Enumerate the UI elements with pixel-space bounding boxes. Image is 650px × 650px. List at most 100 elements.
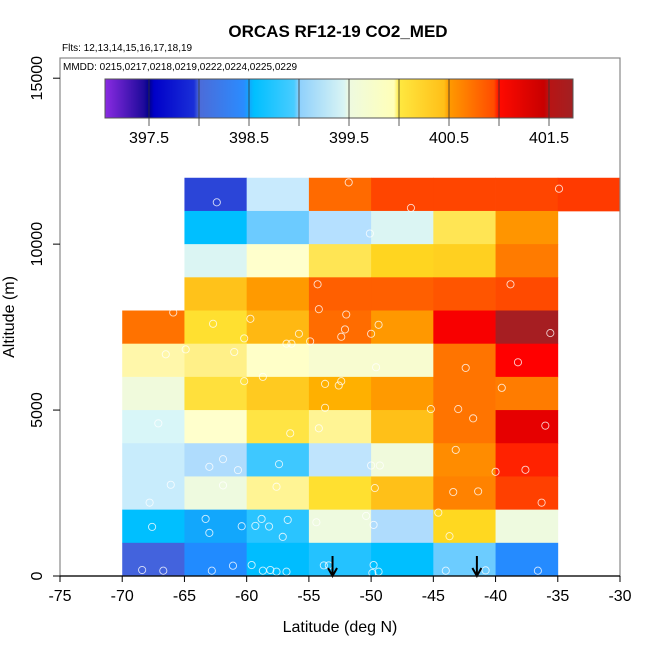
colorbar-tick-label: 398.5	[229, 130, 269, 147]
heatmap-cell	[308, 443, 372, 477]
heatmap-cell	[433, 244, 496, 278]
heatmap-cell	[495, 343, 559, 378]
sample-point	[207, 566, 216, 575]
heatmap-cell	[122, 443, 185, 477]
sample-point	[159, 566, 168, 575]
x-tick-label: -35	[546, 588, 569, 605]
sample-point	[461, 363, 470, 372]
sample-point	[283, 515, 292, 524]
heatmap-cell	[184, 476, 248, 511]
sample-point	[265, 522, 274, 531]
x-tick-label: -30	[608, 588, 631, 605]
heatmap-cell	[246, 410, 310, 444]
colorbar-tick-label: 399.5	[329, 130, 369, 147]
sample-point	[205, 462, 214, 471]
sample-point	[181, 345, 190, 354]
sample-point	[286, 429, 295, 438]
sample-point	[426, 405, 435, 414]
heatmap-cell	[433, 443, 496, 477]
colorbar-tick-label: 397.5	[129, 130, 169, 147]
heatmap-cell	[184, 210, 248, 245]
heatmap-cell	[495, 244, 559, 278]
heatmap-cell	[184, 177, 248, 212]
x-tick-label: -40	[484, 588, 507, 605]
heatmap-cell	[308, 509, 372, 544]
heatmap-cell	[371, 509, 434, 544]
sample-point	[541, 421, 550, 430]
heatmap-cell	[495, 410, 559, 444]
heatmap-cells	[122, 177, 621, 577]
heatmap-cell	[495, 177, 559, 212]
heatmap-cell	[371, 177, 434, 212]
sample-point	[258, 372, 267, 381]
sample-point	[272, 482, 281, 491]
sample-point	[367, 461, 376, 470]
heatmap-cell	[433, 210, 496, 245]
sample-point	[237, 522, 246, 531]
y-tick-label: 5000	[29, 392, 46, 428]
sample-point	[321, 403, 330, 412]
heatmap-cell	[433, 343, 496, 378]
sample-point	[282, 567, 291, 576]
heatmap-cell	[495, 542, 559, 577]
heatmap-cell	[122, 410, 185, 444]
colorbar-gradient	[104, 78, 574, 119]
sample-point	[474, 487, 483, 496]
sample-point	[257, 514, 266, 523]
chart-title: ORCAS RF12-19 CO2_MED	[228, 22, 447, 41]
heatmap-cell	[308, 310, 372, 345]
sample-point	[314, 305, 323, 314]
x-tick-label: -65	[173, 588, 196, 605]
heatmap-cell	[184, 410, 248, 444]
sample-point	[321, 379, 330, 388]
x-tick-label: -75	[48, 588, 71, 605]
heatmap-cell	[433, 310, 496, 345]
sample-point	[445, 532, 454, 541]
heatmap-cell	[495, 310, 559, 345]
sample-point	[449, 487, 458, 497]
sample-point	[368, 568, 377, 578]
heatmap-cell	[246, 177, 310, 212]
sample-point	[481, 566, 490, 575]
sample-point	[469, 414, 478, 423]
x-tick-label: -45	[422, 588, 445, 605]
x-tick-label: -55	[297, 588, 320, 605]
heatmap-cell	[433, 277, 496, 311]
heatmap-cell	[184, 376, 248, 411]
heatmap-cell	[495, 210, 559, 245]
heatmap-cell	[371, 410, 434, 444]
heatmap-cell	[433, 542, 496, 577]
sample-point	[169, 308, 178, 317]
sample-point	[251, 521, 260, 530]
sample-point	[247, 561, 256, 570]
heatmap-cell	[246, 509, 310, 544]
x-axis-label: Latitude (deg N)	[283, 619, 398, 636]
sample-point	[306, 337, 315, 346]
sample-point	[240, 334, 249, 343]
heatmap-cell	[433, 410, 496, 444]
sample-point	[441, 566, 450, 575]
sample-point	[266, 565, 275, 575]
heatmap-cell	[308, 343, 372, 378]
y-tick-label: 15000	[29, 56, 46, 101]
heatmap-cell	[371, 277, 434, 311]
heatmap-cell	[433, 509, 496, 544]
sample-point	[230, 347, 239, 357]
sample-point	[233, 466, 243, 475]
heatmap-cell	[246, 376, 310, 411]
heatmap-cell	[308, 410, 372, 444]
heatmap-cell	[433, 376, 496, 411]
heatmap-cell	[184, 443, 248, 477]
sample-point	[537, 498, 546, 507]
sample-point	[451, 445, 460, 454]
sample-point	[205, 528, 214, 537]
sample-point	[372, 363, 381, 372]
sample-point	[148, 522, 157, 531]
y-axis-label: Altitude (m)	[1, 276, 18, 358]
heatmap-cell	[495, 476, 559, 511]
sample-point	[340, 325, 350, 334]
sample-point	[342, 310, 351, 319]
colorbar-tick-label: 400.5	[429, 130, 469, 147]
sample-point	[154, 419, 163, 428]
sample-point	[337, 332, 346, 341]
